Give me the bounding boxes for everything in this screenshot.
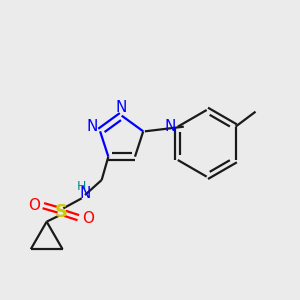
- Text: N: N: [116, 100, 128, 115]
- Text: H: H: [77, 180, 86, 193]
- Text: N: N: [79, 186, 91, 201]
- Text: S: S: [55, 203, 68, 221]
- Text: O: O: [28, 197, 40, 212]
- Text: N: N: [86, 119, 98, 134]
- Text: O: O: [82, 211, 94, 226]
- Text: N: N: [165, 119, 176, 134]
